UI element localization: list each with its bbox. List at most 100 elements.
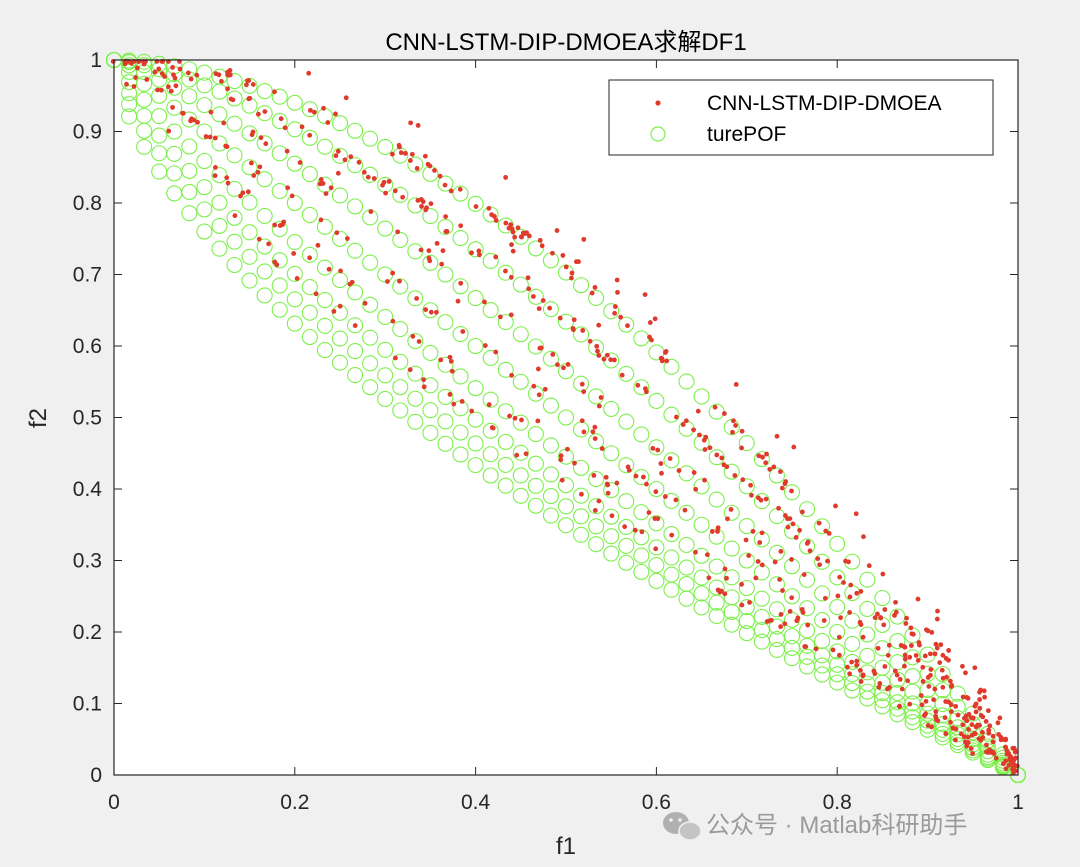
pof-point <box>121 85 138 102</box>
solution-point <box>396 142 402 148</box>
solution-point <box>519 417 524 423</box>
pof-point <box>316 259 333 276</box>
solution-point <box>887 684 892 690</box>
solution-point <box>512 415 518 421</box>
solution-point <box>221 120 227 126</box>
solution-point <box>965 695 971 701</box>
solution-point <box>854 658 860 664</box>
solution-point <box>238 193 243 199</box>
solution-point <box>753 575 759 581</box>
solution-point <box>434 309 439 315</box>
pof-point <box>934 665 951 683</box>
pof-point <box>648 439 665 456</box>
solution-point <box>915 596 921 602</box>
solution-point <box>804 540 810 546</box>
pof-point <box>603 445 620 462</box>
solution-point <box>886 642 892 648</box>
pof-point <box>678 559 695 576</box>
solution-point <box>740 477 746 483</box>
solution-point <box>978 737 984 743</box>
solution-point <box>743 537 749 543</box>
solution-point <box>476 248 482 254</box>
solution-point <box>972 665 978 671</box>
solution-point <box>385 279 390 284</box>
solution-point <box>995 720 1001 726</box>
pof-point <box>437 218 454 235</box>
solution-point <box>255 111 261 117</box>
pof-point <box>512 467 529 484</box>
solution-point <box>958 731 964 737</box>
solution-point <box>748 482 753 488</box>
solution-point <box>858 679 864 684</box>
solution-point <box>257 164 263 170</box>
true-pof-series <box>105 51 1027 784</box>
pof-point <box>708 579 725 596</box>
pof-point <box>452 326 469 343</box>
pof-point <box>437 388 454 405</box>
pof-point <box>738 599 755 616</box>
solution-point <box>592 508 598 513</box>
solution-point <box>592 436 598 442</box>
solution-point <box>625 323 630 329</box>
pof-point <box>241 194 258 211</box>
solution-point <box>619 372 625 378</box>
y-axis-label: f2 <box>25 408 52 428</box>
solution-point <box>897 676 903 682</box>
solution-point <box>622 524 628 530</box>
solution-point <box>152 69 158 75</box>
pof-point <box>557 477 575 494</box>
pof-point <box>708 608 725 625</box>
solution-point <box>772 559 778 565</box>
solution-point <box>815 556 821 562</box>
solution-point <box>180 110 186 116</box>
pof-point <box>377 138 394 155</box>
pof-point <box>136 75 153 92</box>
solution-point <box>289 193 295 199</box>
solution-point <box>564 446 570 452</box>
solution-point <box>311 109 317 115</box>
solution-point <box>981 688 987 694</box>
solution-point <box>805 622 811 628</box>
pof-point <box>407 156 424 173</box>
pof-point <box>678 504 695 521</box>
x-tick-label: 0.8 <box>823 791 852 814</box>
pof-point <box>889 700 906 717</box>
solution-point <box>953 704 959 709</box>
solution-point <box>904 615 909 621</box>
pof-point <box>633 469 650 486</box>
solution-point <box>847 671 853 677</box>
pof-point <box>226 147 243 164</box>
pof-point <box>301 246 318 263</box>
pof-point <box>377 367 394 384</box>
pof-point <box>814 585 831 602</box>
pof-point <box>738 625 755 642</box>
solution-point <box>1003 744 1009 750</box>
pof-point <box>377 341 394 358</box>
pof-point <box>768 630 785 648</box>
solution-point <box>170 64 175 70</box>
solution-point <box>764 619 770 624</box>
y-tick-label: 0.7 <box>73 264 102 287</box>
solution-point <box>558 453 564 459</box>
pof-point <box>557 517 575 534</box>
pof-point <box>181 205 198 222</box>
solution-point <box>407 158 413 163</box>
pof-point <box>542 397 559 414</box>
solution-point <box>920 664 926 670</box>
solution-point <box>195 119 200 125</box>
pof-point <box>422 344 439 361</box>
solution-point <box>822 595 828 601</box>
solution-point <box>934 616 940 622</box>
solution-point <box>421 384 427 390</box>
solution-point <box>823 528 829 534</box>
pof-point <box>738 517 755 535</box>
solution-point <box>438 357 444 363</box>
pof-point <box>151 107 168 125</box>
solution-point <box>854 590 860 596</box>
pof-point <box>663 358 680 375</box>
pof-point <box>452 278 469 295</box>
solution-point <box>739 428 745 434</box>
pof-point <box>603 400 620 417</box>
solution-point <box>771 464 777 470</box>
solution-point <box>719 455 725 461</box>
